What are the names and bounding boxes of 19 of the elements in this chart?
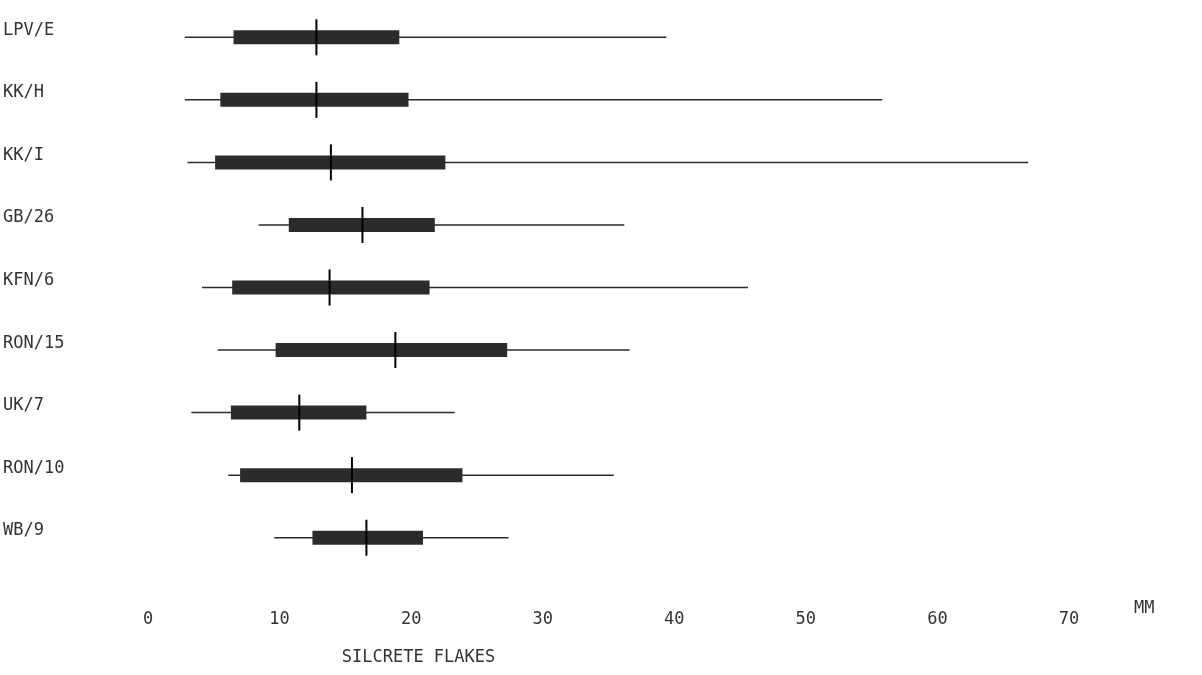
x-tick-label: 20	[400, 607, 422, 628]
x-tick-label: 30	[532, 607, 553, 628]
y-tick-label: WB/9	[3, 519, 44, 540]
x-tick-label: 60	[927, 607, 948, 628]
x-tick-label: 0	[142, 607, 154, 628]
x-tick-label: 40	[664, 607, 685, 628]
y-tick-label: UK/7	[3, 394, 44, 415]
y-tick-label: GB/26	[3, 206, 55, 227]
text: MM	[1134, 596, 1155, 617]
y-tick-label: KK/I	[3, 143, 44, 164]
x-axis-title: SILCRETE FLAKES	[341, 645, 496, 666]
y-tick-label: LPV/E	[3, 18, 55, 39]
y-tick-label: RON/15	[3, 331, 65, 352]
x-tick-label: 50	[795, 607, 817, 628]
y-tick-label: RON/10	[3, 456, 65, 477]
y-tick-label: KK/H	[3, 81, 44, 102]
y-tick-label: KFN/6	[3, 269, 55, 289]
x-tick-label: 70	[1058, 607, 1080, 628]
x-tick-label: 10	[269, 607, 290, 628]
